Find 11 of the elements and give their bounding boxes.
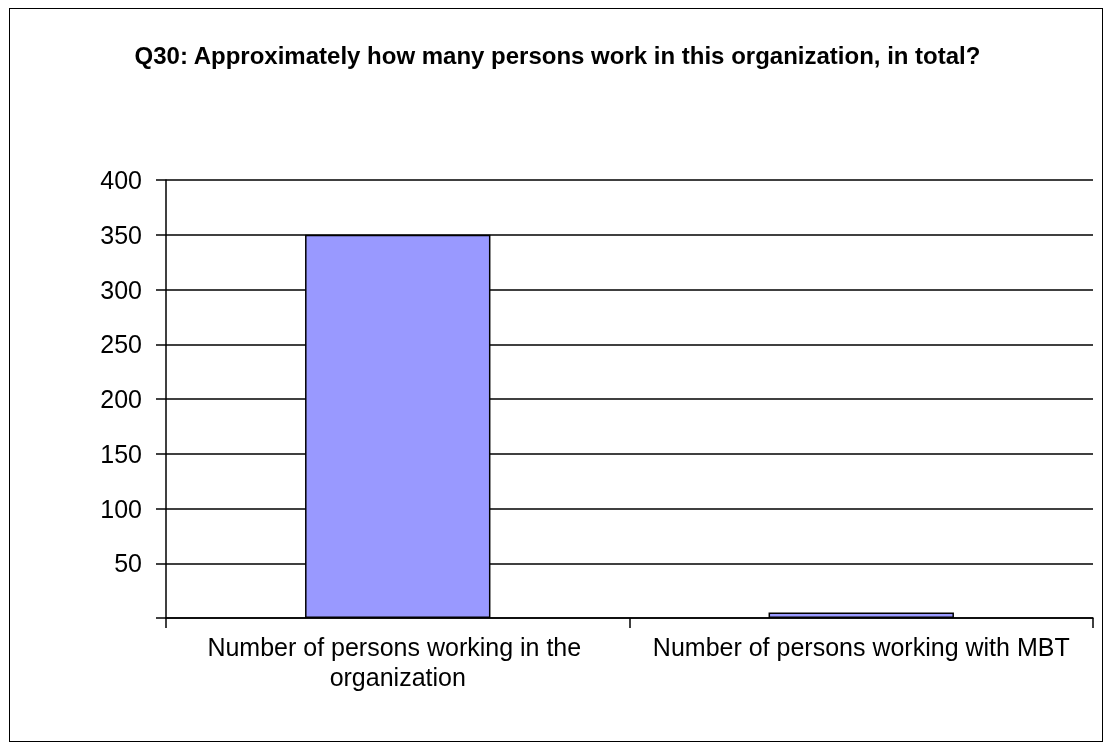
y-tick-label: 300 xyxy=(100,275,142,304)
y-tick-label: 400 xyxy=(100,166,142,194)
y-tick-label: 350 xyxy=(100,220,142,249)
y-tick-label: 100 xyxy=(100,494,142,523)
x-tick-label: Number of persons working in the organization xyxy=(207,633,589,691)
y-tick-label: 150 xyxy=(100,439,142,468)
x-tick-label: Number of persons working with MBT xyxy=(652,633,1070,661)
y-tick-label: 250 xyxy=(100,330,142,359)
chart-title: Q30: Approximately how many persons work in this organization, in total? xyxy=(134,41,981,69)
y-tick-label: 200 xyxy=(100,385,142,413)
y-tick-label: 50 xyxy=(114,549,142,578)
